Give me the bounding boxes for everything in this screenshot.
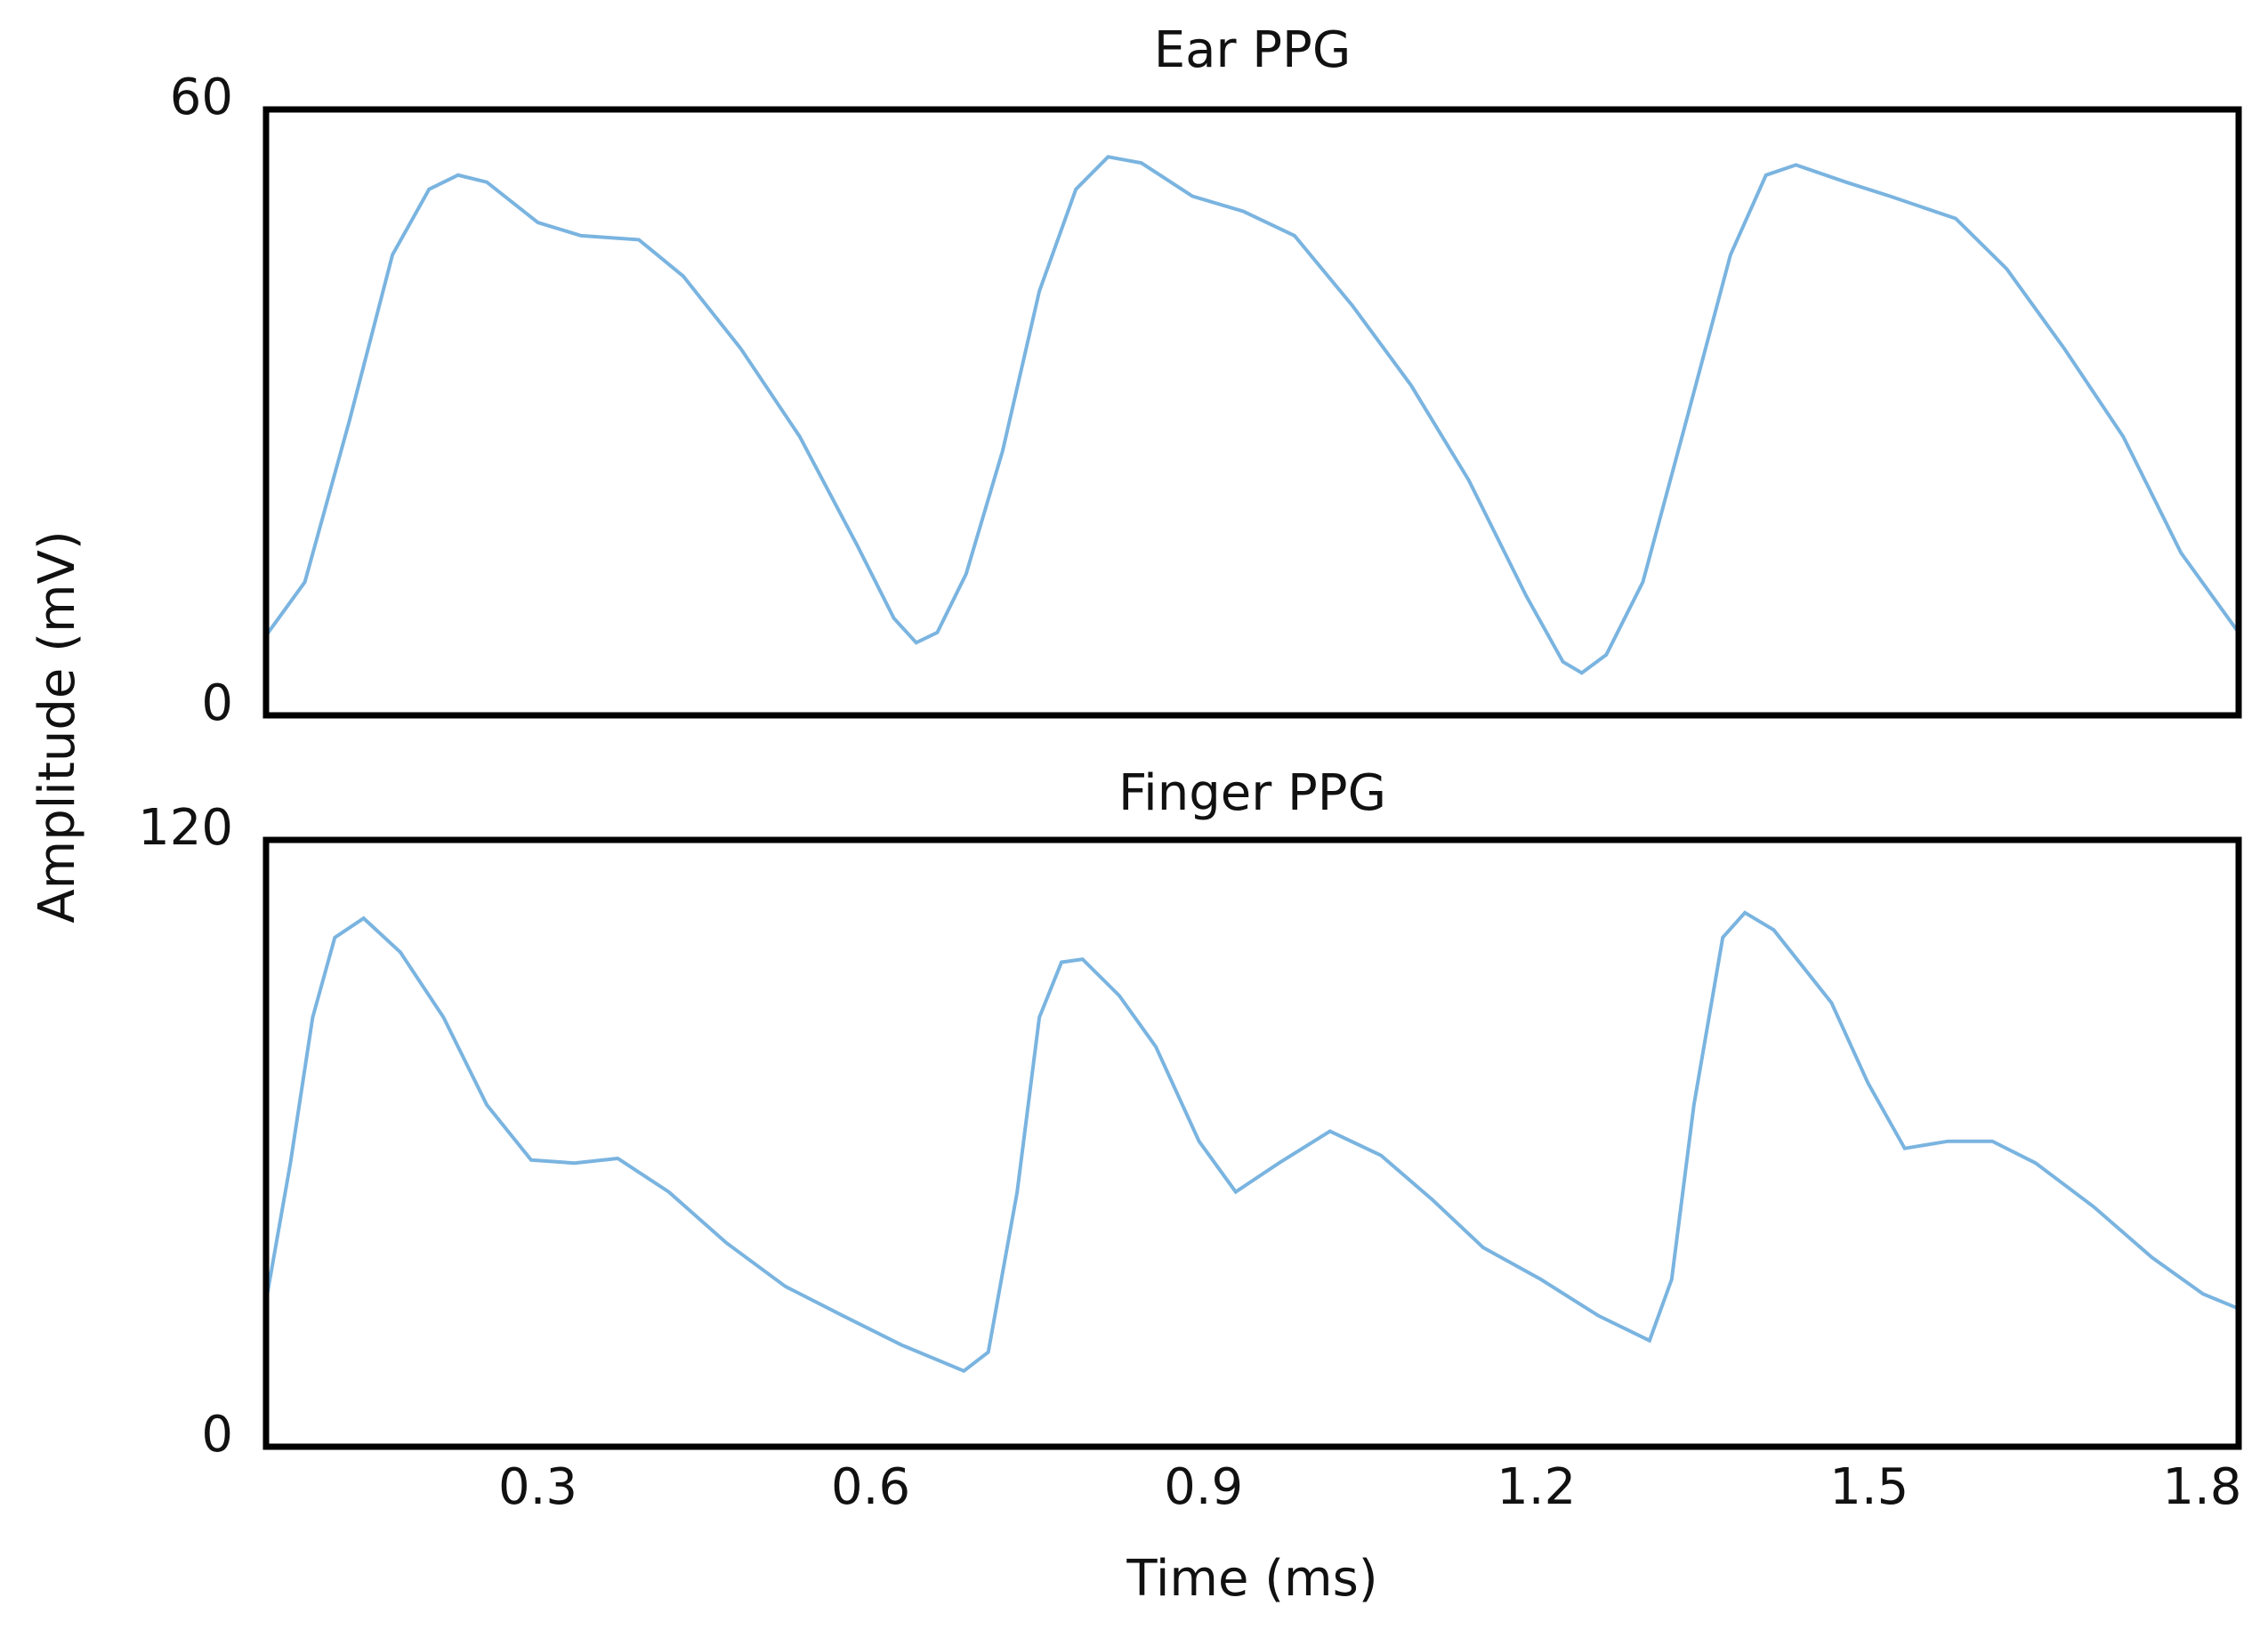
x-tick-label: 0.9: [1164, 1458, 1243, 1516]
plot-frame: [262, 836, 2242, 1450]
x-axis-label: Time (ms): [1126, 1550, 1377, 1608]
y-tick-label: 120: [138, 799, 233, 857]
x-tick-label: 1.5: [1829, 1458, 1909, 1516]
line: [264, 155, 2240, 675]
x-tick-label: 1.2: [1497, 1458, 1576, 1516]
y-tick-label: 0: [201, 674, 233, 732]
y-tick-label: 60: [170, 69, 233, 126]
chart-title: Finger PPG: [1118, 764, 1386, 822]
plot-frame: [262, 106, 2242, 719]
x-tick-label: 1.8: [2162, 1458, 2241, 1516]
y-tick-label: 0: [201, 1406, 233, 1464]
x-tick-label: 0.6: [831, 1458, 910, 1516]
x-tick-label: 0.3: [498, 1458, 577, 1516]
y-axis-label: Amplitude (mV): [28, 530, 86, 923]
chart-title: Ear PPG: [1154, 21, 1351, 79]
line: [264, 910, 2240, 1374]
